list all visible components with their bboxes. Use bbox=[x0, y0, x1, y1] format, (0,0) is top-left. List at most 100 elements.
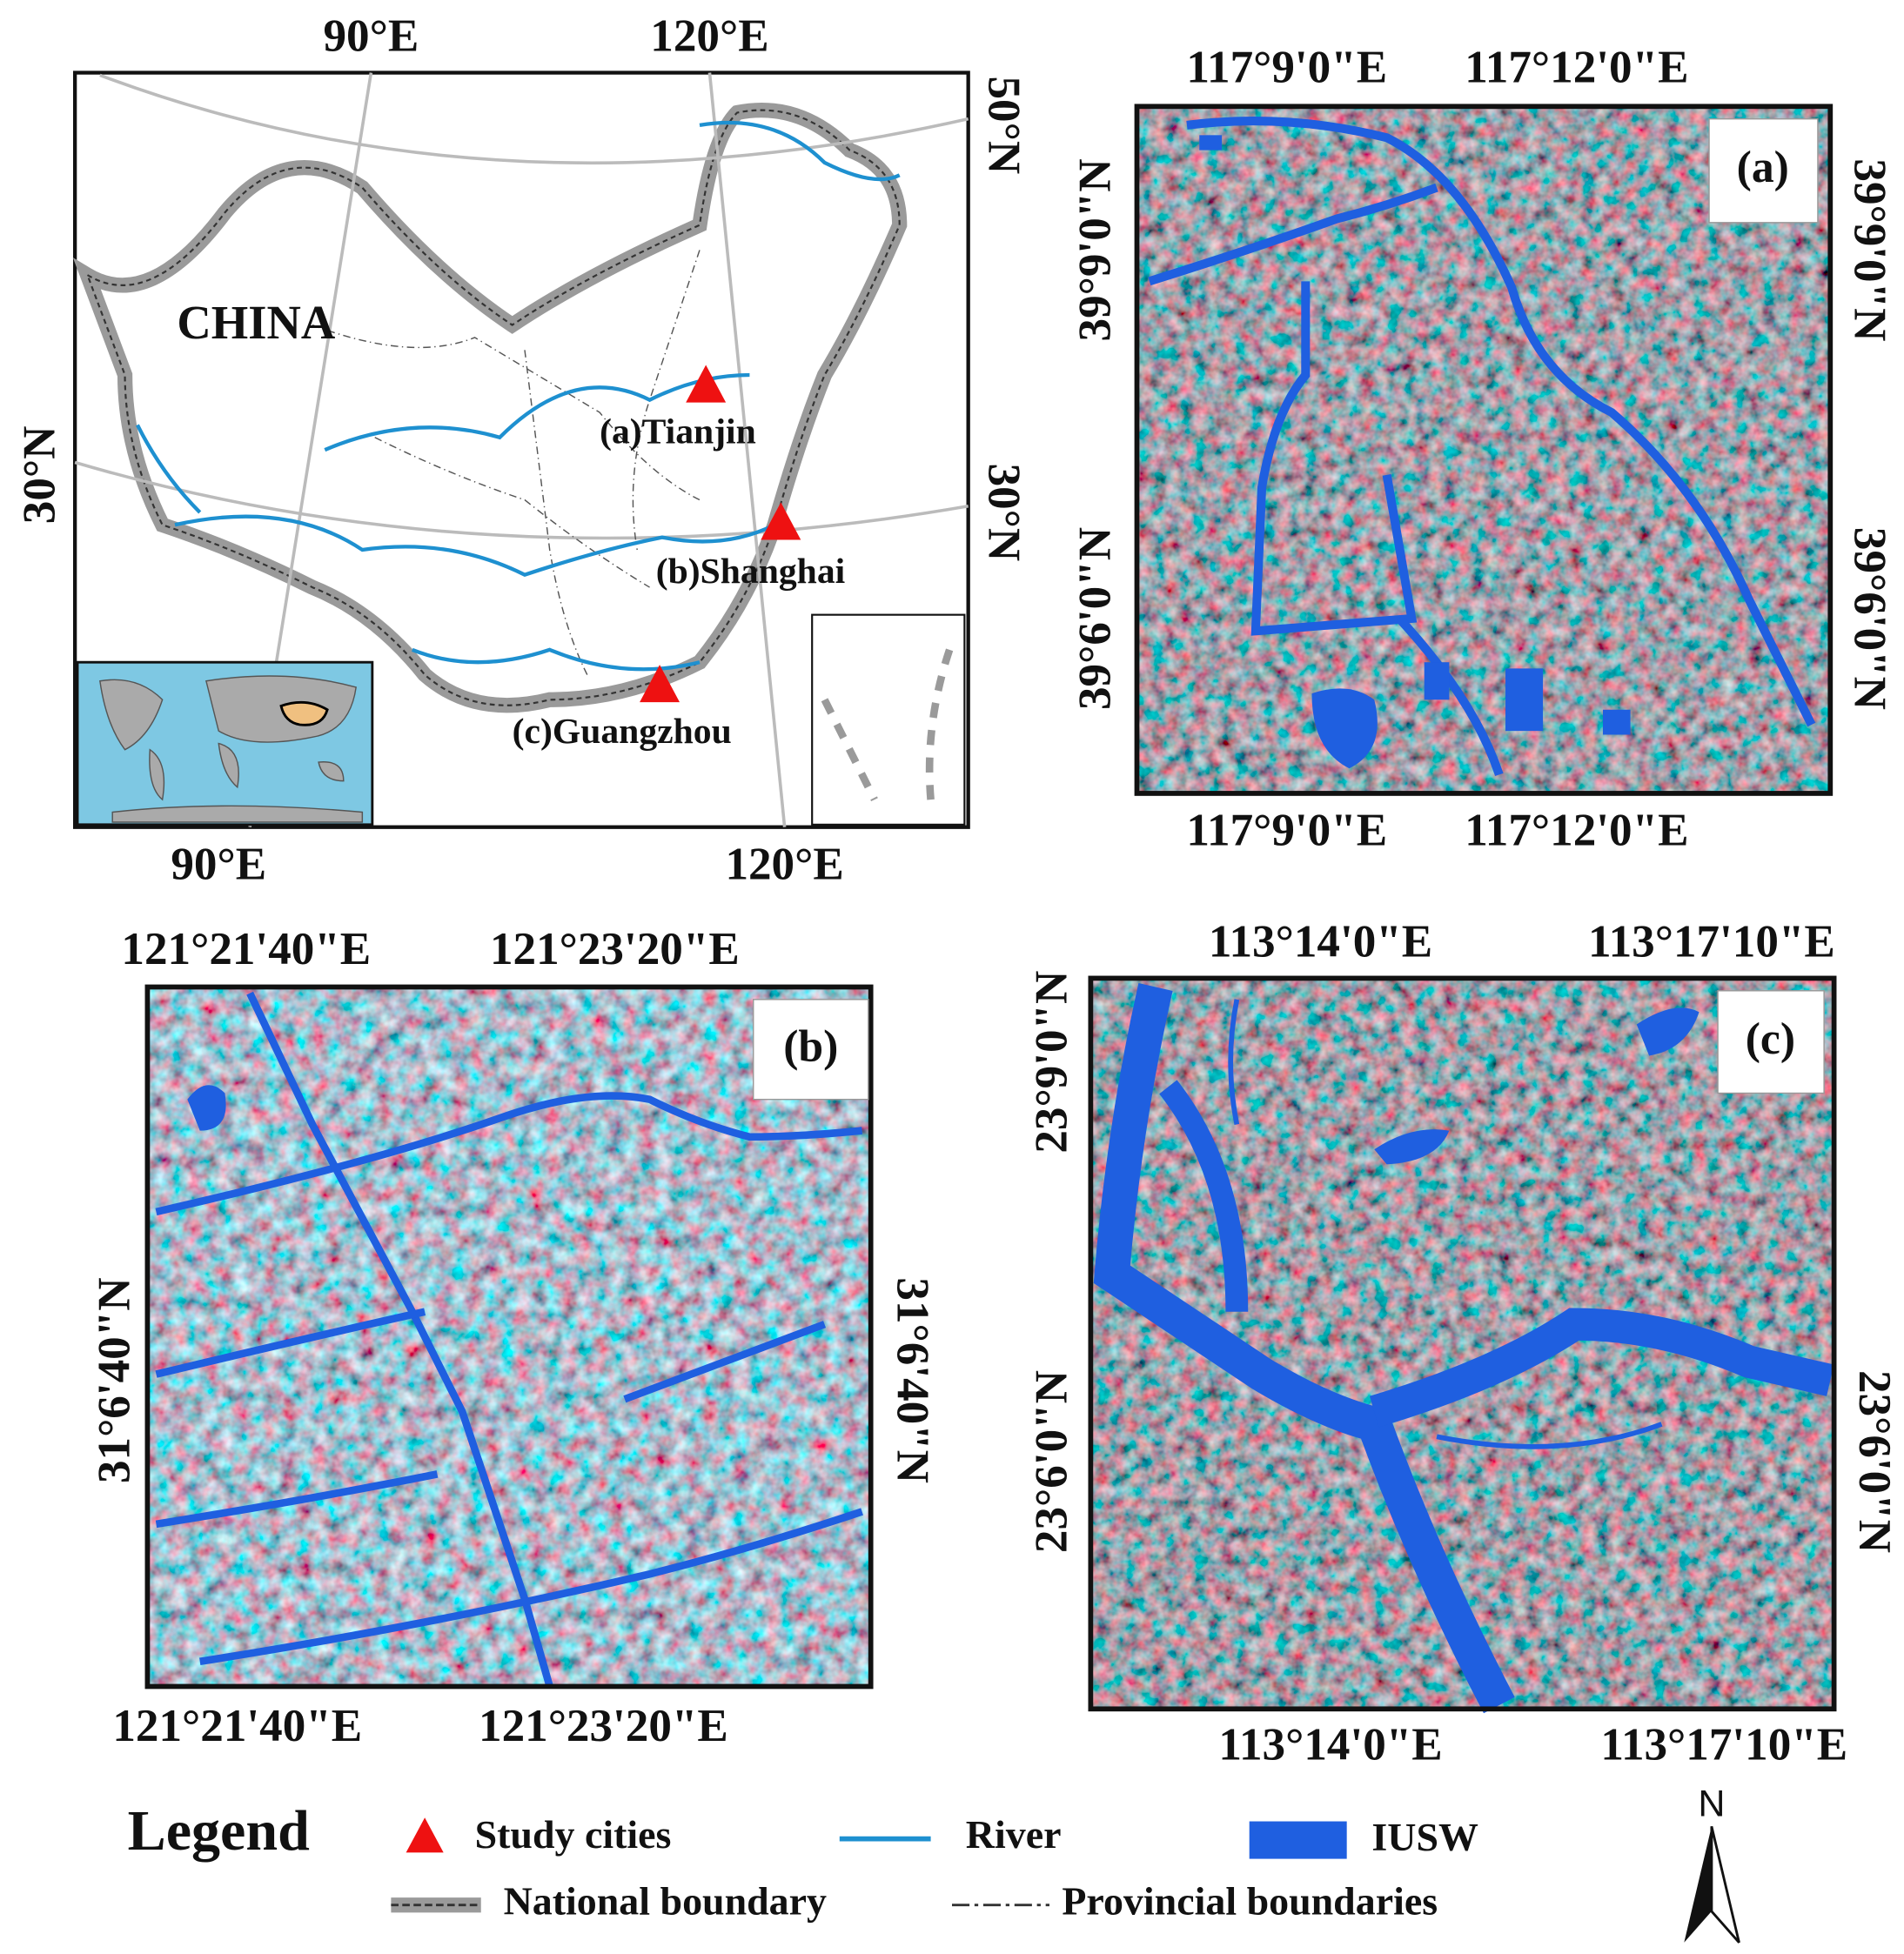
right-tick-label: 31°6'40"N bbox=[888, 1277, 938, 1483]
shape bbox=[1505, 668, 1544, 732]
shape bbox=[1250, 281, 1418, 636]
legend bbox=[391, 1817, 1347, 1913]
south-china-sea-inset bbox=[811, 613, 966, 826]
panel-label: (a) bbox=[1737, 143, 1789, 192]
shape bbox=[1148, 183, 1438, 286]
shape bbox=[155, 1308, 439, 1529]
label-box bbox=[1717, 990, 1825, 1094]
shape bbox=[1228, 999, 1663, 1449]
rivers bbox=[136, 120, 901, 672]
iusw bbox=[155, 991, 863, 1688]
shape bbox=[1199, 135, 1223, 151]
bottom-tick-label: 117°9'0"E bbox=[1186, 806, 1387, 856]
bottom-tick-label: 121°23'20"E bbox=[479, 1701, 728, 1751]
shape bbox=[1602, 709, 1631, 735]
china-highlight bbox=[279, 700, 329, 726]
shape bbox=[246, 991, 553, 1688]
panel-label: (b) bbox=[783, 1022, 838, 1072]
panel-c bbox=[1088, 975, 1837, 1714]
shape bbox=[99, 679, 164, 751]
frame bbox=[1134, 104, 1834, 796]
shape bbox=[155, 1092, 863, 1216]
legend-label: National boundary bbox=[504, 1878, 827, 1923]
bottom-tick-label: 117°12'0"E bbox=[1465, 806, 1688, 856]
shape bbox=[149, 748, 165, 801]
shape bbox=[218, 742, 239, 789]
city-label: (c)Guangzhou bbox=[513, 712, 732, 752]
left-tick-label: 30°N bbox=[14, 425, 64, 524]
country-label: CHINA bbox=[177, 296, 335, 349]
bottom-tick-label: 113°17'10"E bbox=[1600, 1719, 1847, 1770]
top-tick-label: 117°12'0"E bbox=[1465, 42, 1688, 92]
shape bbox=[1710, 1825, 1740, 1944]
frame bbox=[144, 984, 874, 1690]
shape bbox=[1369, 1308, 1834, 1428]
label-box bbox=[1708, 117, 1819, 224]
bottom-tick-label: 120°E bbox=[725, 839, 843, 889]
maritime-boundary bbox=[821, 648, 954, 802]
shape bbox=[312, 324, 701, 501]
label-box bbox=[753, 999, 869, 1101]
left-tick-label: 31°6'40"N bbox=[90, 1277, 140, 1483]
shape bbox=[1684, 1826, 1712, 1943]
top-tick-label: 121°23'20"E bbox=[490, 924, 740, 974]
panel-a bbox=[1134, 104, 1834, 796]
legend-title: Legend bbox=[128, 1799, 310, 1863]
legend-label: Provincial boundaries bbox=[1062, 1878, 1438, 1923]
shape bbox=[1424, 662, 1450, 700]
iusw bbox=[1148, 117, 1816, 777]
top-tick-label: 90°E bbox=[324, 10, 419, 61]
city-label: (b)Shanghai bbox=[656, 552, 845, 592]
shape bbox=[524, 350, 588, 675]
study-city bbox=[761, 502, 801, 540]
legend-label: IUSW bbox=[1371, 1815, 1478, 1859]
legend-label: River bbox=[966, 1812, 1062, 1857]
shape bbox=[174, 514, 776, 578]
national-boundary-inner bbox=[85, 109, 901, 706]
top-tick-label: 121°21'40"E bbox=[121, 924, 371, 974]
left-tick-label: 39°6'0"N bbox=[1070, 527, 1121, 710]
left-tick-label: 39°9'0"N bbox=[1070, 158, 1121, 341]
top-tick-label: 120°E bbox=[650, 10, 768, 61]
imagery bbox=[147, 987, 871, 1687]
iusw-bodies bbox=[1374, 1007, 1700, 1165]
legend-label: Study cities bbox=[475, 1812, 672, 1857]
shape bbox=[324, 372, 750, 452]
bottom-tick-label: 90°E bbox=[171, 839, 266, 889]
shape bbox=[374, 437, 650, 588]
world-land bbox=[99, 675, 364, 823]
shape bbox=[136, 424, 202, 514]
shape bbox=[1093, 983, 1515, 1714]
panel-label: (c) bbox=[1746, 1014, 1795, 1064]
left-tick-label: 23°9'0"N bbox=[1026, 971, 1076, 1154]
legend-triangle bbox=[406, 1817, 444, 1853]
shape bbox=[707, 72, 787, 827]
right-tick-label: 30°N bbox=[978, 464, 1029, 562]
shape bbox=[99, 73, 969, 165]
city-label: (a)Tianjin bbox=[600, 412, 756, 452]
bottom-tick-label: 113°14'0"E bbox=[1218, 1719, 1442, 1770]
shape bbox=[699, 120, 901, 182]
shape bbox=[1396, 615, 1504, 777]
shape bbox=[411, 647, 701, 672]
iusw bbox=[1093, 983, 1834, 1714]
iusw-bodies bbox=[1199, 135, 1631, 769]
panel-b bbox=[144, 984, 874, 1690]
north-label: N bbox=[1698, 1783, 1725, 1825]
right-tick-label: 39°9'0"N bbox=[1844, 158, 1894, 341]
legend-iusw bbox=[1249, 1821, 1347, 1859]
top-tick-label: 113°17'10"E bbox=[1588, 916, 1835, 967]
overview-map bbox=[72, 70, 970, 829]
top-tick-label: 117°9'0"E bbox=[1186, 42, 1387, 92]
shape bbox=[1311, 688, 1378, 769]
iusw-body bbox=[187, 1085, 226, 1131]
shape bbox=[1186, 117, 1816, 727]
shape bbox=[1159, 1080, 1249, 1312]
right-tick-label: 39°6'0"N bbox=[1844, 527, 1894, 710]
north-arrow bbox=[1684, 1825, 1740, 1944]
right-tick-label: 50°N bbox=[978, 77, 1029, 175]
left-tick-label: 23°6'0"N bbox=[1026, 1370, 1076, 1553]
shape bbox=[623, 1321, 827, 1403]
shape bbox=[318, 761, 345, 782]
